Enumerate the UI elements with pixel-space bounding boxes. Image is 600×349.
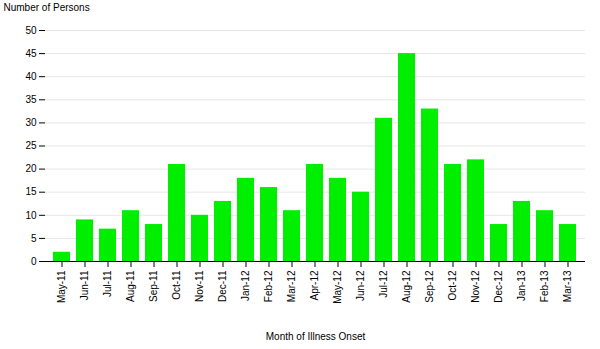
svg-text:25: 25	[25, 140, 37, 151]
svg-text:May-12: May-12	[332, 270, 343, 304]
svg-text:Mar-13: Mar-13	[562, 270, 573, 302]
svg-text:Apr-12: Apr-12	[309, 270, 320, 300]
svg-text:Oct-12: Oct-12	[447, 270, 458, 300]
svg-text:Month of Illness Onset: Month of Illness Onset	[266, 331, 366, 342]
svg-text:Sep-11: Sep-11	[148, 270, 159, 302]
svg-text:20: 20	[25, 163, 37, 174]
svg-text:Jan-12: Jan-12	[240, 270, 251, 301]
svg-text:Number of Persons: Number of Persons	[4, 2, 90, 13]
svg-text:Jun-12: Jun-12	[355, 270, 366, 301]
svg-text:Mar-12: Mar-12	[286, 270, 297, 302]
svg-text:Sep-12: Sep-12	[424, 270, 435, 303]
svg-text:Jul-12: Jul-12	[378, 270, 389, 298]
svg-text:45: 45	[25, 48, 37, 59]
svg-text:Nov-11: Nov-11	[194, 270, 205, 302]
svg-text:35: 35	[25, 94, 37, 105]
svg-text:5: 5	[31, 233, 37, 244]
svg-text:May-11: May-11	[56, 270, 67, 303]
svg-text:Aug-11: Aug-11	[125, 270, 136, 302]
svg-text:Oct-11: Oct-11	[171, 270, 182, 300]
svg-text:Dec-11: Dec-11	[217, 270, 228, 302]
svg-text:40: 40	[25, 71, 37, 82]
svg-text:Jul-11: Jul-11	[102, 270, 113, 297]
svg-text:Dec-12: Dec-12	[493, 270, 504, 303]
svg-text:Nov-12: Nov-12	[470, 270, 481, 303]
svg-text:15: 15	[25, 186, 37, 197]
svg-text:30: 30	[25, 117, 37, 128]
svg-text:50: 50	[25, 25, 37, 36]
svg-text:Jun-11: Jun-11	[79, 270, 90, 300]
svg-text:10: 10	[25, 210, 37, 221]
svg-text:Feb-12: Feb-12	[263, 270, 274, 302]
svg-text:0: 0	[31, 256, 37, 267]
svg-text:Feb-13: Feb-13	[539, 270, 550, 302]
svg-text:Jan-13: Jan-13	[516, 270, 527, 301]
svg-text:Aug-12: Aug-12	[401, 270, 412, 303]
